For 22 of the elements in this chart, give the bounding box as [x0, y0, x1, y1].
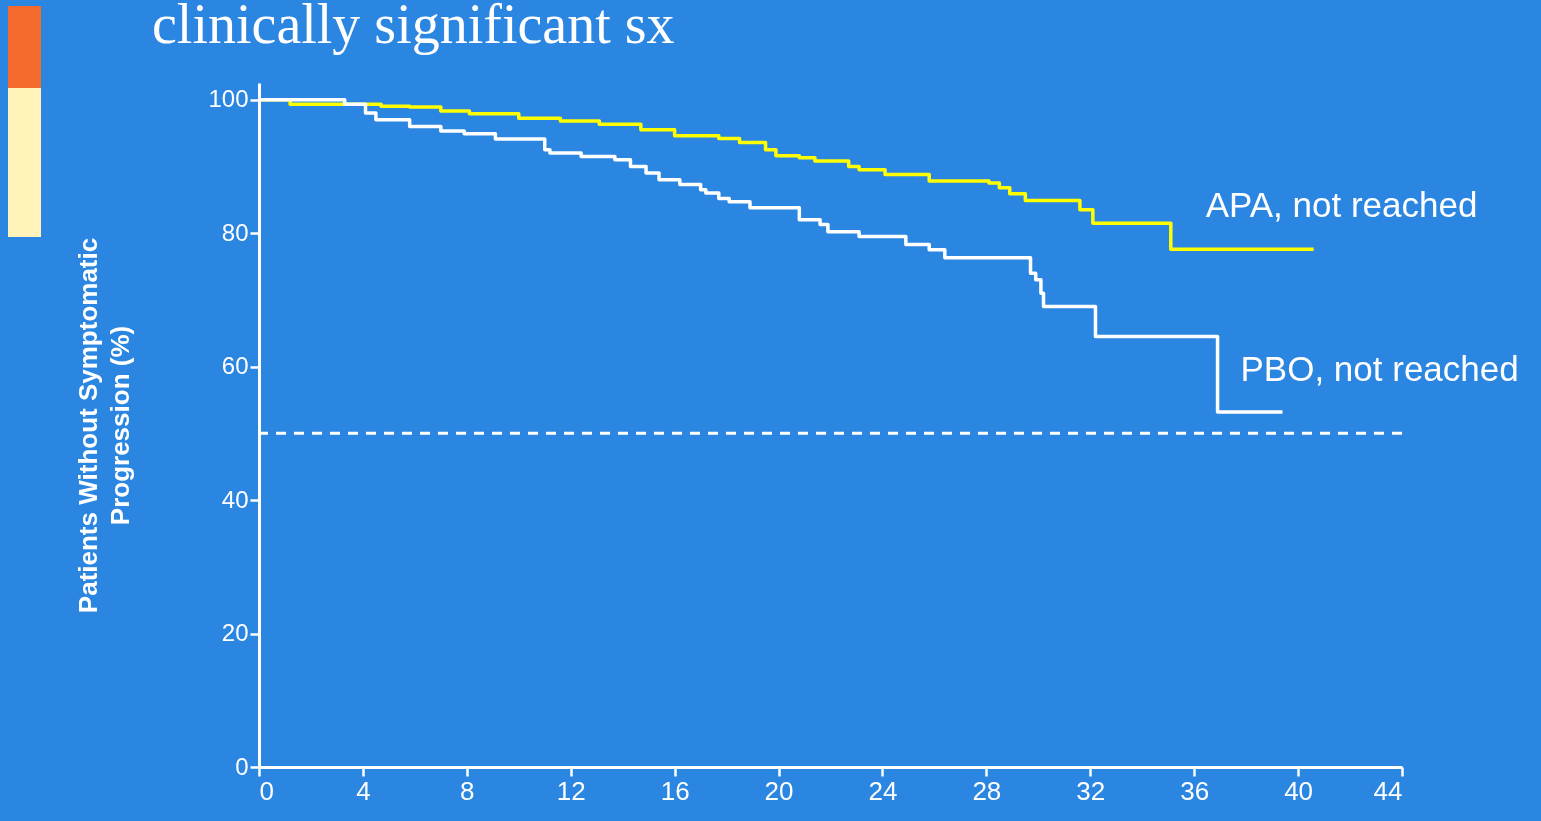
x-tick-label: 28 [972, 775, 1002, 806]
x-tick-label: 36 [1180, 775, 1210, 806]
x-tick-label: 4 [356, 775, 371, 806]
y-axis-title: Patients Without Symptomatic Progression (%) [73, 237, 136, 614]
x-tick-label: 20 [764, 775, 794, 806]
x-tick-label: 44 [1373, 775, 1403, 806]
x-tick-label: 0 [259, 775, 274, 806]
y-tick-label: 0 [235, 752, 249, 780]
y-tick-label: 40 [221, 485, 249, 513]
y-tick-label: 20 [221, 619, 249, 647]
x-tick-label: 12 [556, 775, 586, 806]
y-tick-label: 80 [221, 218, 249, 246]
y-tick-label: 100 [208, 85, 249, 113]
x-tick-label: 8 [460, 775, 475, 806]
x-tick-label: 32 [1076, 775, 1106, 806]
y-tick-label: 60 [221, 352, 249, 380]
series-label: PBO, not reached [1240, 348, 1519, 388]
series-label: APA, not reached [1205, 185, 1478, 225]
x-tick-label: 24 [868, 775, 898, 806]
x-tick-label: 40 [1284, 775, 1314, 806]
x-tick-label: 16 [660, 775, 690, 806]
chart-title: clinically significant sx [152, 0, 675, 55]
